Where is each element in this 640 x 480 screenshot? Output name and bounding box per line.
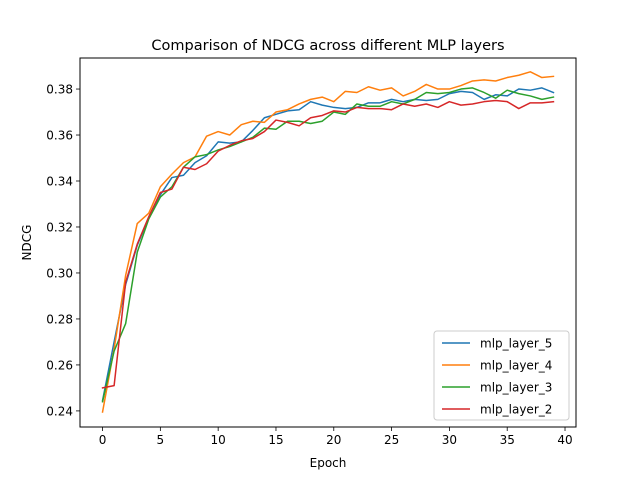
x-tick-label: 0 [99, 433, 107, 447]
legend: mlp_layer_5 mlp_layer_4 mlp_layer_3 mlp_lay… [433, 330, 570, 421]
series-layer [101, 71, 555, 413]
y-tick-label: 0.26 [46, 358, 73, 372]
x-tick-label: 30 [442, 433, 457, 447]
y-tick-label: 0.32 [46, 220, 73, 234]
y-tick-label: 0.36 [46, 129, 73, 143]
y-tick-label: 0.38 [46, 83, 73, 97]
legend-label-mlp-layer-5: mlp_layer_5 [480, 337, 552, 351]
legend-label-mlp-layer-2: mlp_layer_2 [480, 403, 552, 417]
x-tick-label: 25 [384, 433, 399, 447]
y-tick-label: 0.28 [46, 312, 73, 326]
plot-frame [79, 57, 577, 428]
x-tick-label: 20 [326, 433, 341, 447]
y-tick-label: 0.30 [46, 266, 73, 280]
x-axis: 0 5 10 15 20 25 30 35 40 [99, 427, 573, 447]
x-tick-label: 15 [268, 433, 283, 447]
x-tick-label: 5 [157, 433, 165, 447]
y-axis-title: NDCG [20, 225, 34, 261]
legend-label-mlp-layer-3: mlp_layer_3 [480, 381, 552, 395]
x-tick-label: 40 [557, 433, 572, 447]
y-tick-label: 0.24 [46, 404, 73, 418]
series-line-mlp-layer-4 [101, 71, 555, 413]
chart-title: Comparison of NDCG across different MLP … [151, 38, 504, 54]
x-tick-label: 10 [211, 433, 226, 447]
legend-box [433, 330, 570, 421]
legend-label-mlp-layer-4: mlp_layer_4 [480, 359, 552, 373]
series-line-mlp-layer-2 [101, 99, 555, 389]
y-tick-label: 0.34 [46, 175, 73, 189]
x-axis-title: Epoch [310, 456, 347, 470]
x-tick-label: 35 [500, 433, 515, 447]
y-axis: 0.24 0.26 0.28 0.30 0.32 0.34 0.36 0.38 [46, 83, 80, 418]
